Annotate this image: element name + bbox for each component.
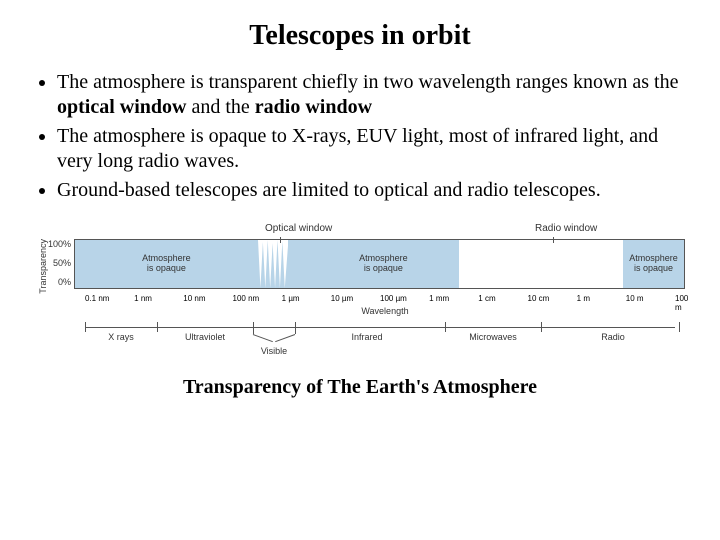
x-axis-ticks: 0.1 nm 1 nm 10 nm 100 nm 1 µm 10 µm 100 …: [85, 294, 675, 306]
page-title: Telescopes in orbit: [35, 20, 685, 52]
opaque-region-2: Atmosphere is opaque: [288, 240, 459, 288]
band-labels: X rays Ultraviolet Infrared Microwaves R…: [85, 332, 685, 346]
band-axis: [85, 322, 685, 332]
bullet-list: The atmosphere is transparent chiefly in…: [35, 70, 685, 203]
y-axis-ticks: 100% 50% 0%: [48, 239, 74, 287]
transparency-chart: Optical window Radio window Transparency…: [35, 223, 685, 358]
x-axis-title: Wavelength: [85, 306, 685, 316]
chart-plot: Atmosphere is opaque Atmosphere is opaqu…: [74, 239, 685, 289]
radio-window-label: Radio window: [535, 223, 597, 234]
optical-window-label: Optical window: [265, 223, 332, 234]
y-axis-title: Transparency: [35, 239, 48, 294]
bullet-item: Ground-based telescopes are limited to o…: [57, 178, 685, 203]
visible-label-row: Visible: [85, 346, 685, 358]
bullet-item: The atmosphere is opaque to X-rays, EUV …: [57, 124, 685, 174]
opaque-region-1: Atmosphere is opaque: [75, 240, 258, 288]
opaque-region-3: Atmosphere is opaque: [623, 240, 684, 288]
chart-caption: Transparency of The Earth's Atmosphere: [35, 376, 685, 399]
bullet-item: The atmosphere is transparent chiefly in…: [57, 70, 685, 120]
